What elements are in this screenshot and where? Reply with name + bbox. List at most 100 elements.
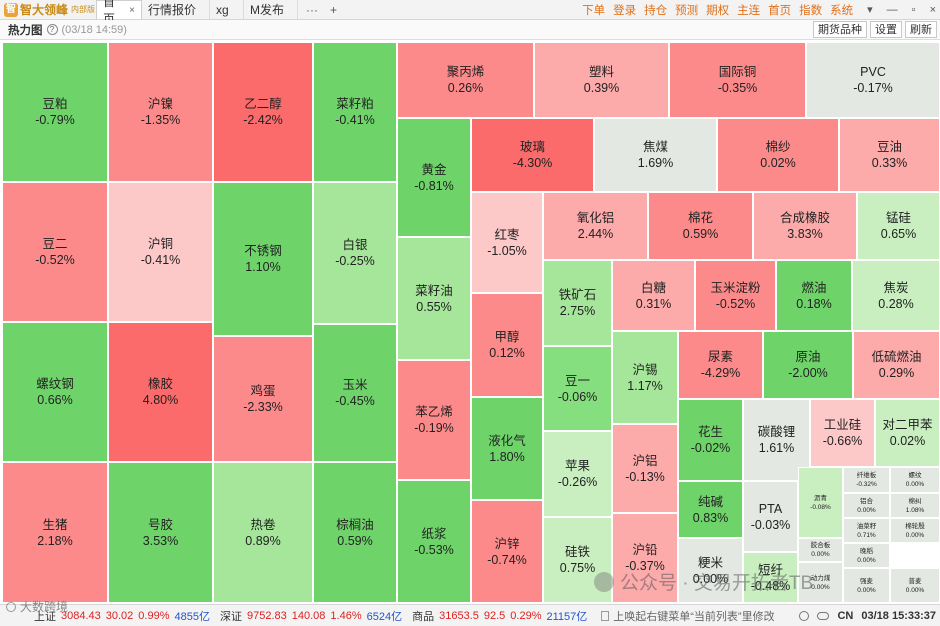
heatmap-cell[interactable]: 棉纠 1.08%: [890, 493, 940, 518]
menu-order[interactable]: 下单: [582, 4, 606, 17]
heatmap-cell[interactable]: 白银 -0.25%: [313, 182, 397, 324]
heatmap-cell[interactable]: 原油 -2.00%: [763, 331, 853, 399]
cloud-icon[interactable]: [817, 611, 830, 620]
heatmap-cell[interactable]: 豆粕 -0.79%: [2, 42, 108, 182]
alarm-icon[interactable]: [799, 610, 810, 621]
heatmap-cell[interactable]: 沪铝 -0.13%: [612, 424, 678, 513]
tab-close-icon[interactable]: ×: [129, 4, 135, 16]
commodity-name: 锰硅: [885, 211, 911, 225]
heatmap-cell[interactable]: PVC -0.17%: [806, 42, 940, 118]
heatmap-cell[interactable]: 焦煤 1.69%: [594, 118, 717, 192]
heatmap-cell[interactable]: 纸浆 -0.53%: [397, 480, 471, 603]
heatmap-cell[interactable]: 花生 -0.02%: [678, 399, 743, 481]
heatmap-cell[interactable]: 玉米淀粉 -0.52%: [695, 260, 776, 331]
heatmap-cell[interactable]: 棉纱 0.02%: [717, 118, 839, 192]
menu-home[interactable]: 首页: [768, 4, 792, 17]
index-shenzhen[interactable]: 深证 9752.83 140.08 1.46% 6524亿: [220, 608, 402, 624]
menu-forecast[interactable]: 预测: [675, 4, 699, 17]
tab-m-publish[interactable]: M发布: [244, 0, 298, 19]
heatmap-cell[interactable]: 工业硅 -0.66%: [810, 399, 875, 467]
heatmap-cell[interactable]: 橡胶 4.80%: [108, 322, 213, 462]
heatmap-cell[interactable]: 热卷 0.89%: [213, 462, 313, 603]
heatmap-cell[interactable]: 沪镍 -1.35%: [108, 42, 213, 182]
index-commodity[interactable]: 商品 31653.5 92.5 0.29% 21157亿: [412, 608, 587, 624]
more-tabs-icon[interactable]: ···: [306, 2, 318, 17]
heatmap-cell[interactable]: 棉花 0.59%: [648, 192, 753, 260]
heatmap-cell[interactable]: 锰硅 0.65%: [857, 192, 940, 260]
heatmap-cell[interactable]: 苹果 -0.26%: [543, 431, 612, 517]
heatmap-cell[interactable]: 沪锌 -0.74%: [471, 500, 543, 603]
heatmap-cell[interactable]: 低硫燃油 0.29%: [853, 331, 940, 399]
menu-login[interactable]: 登录: [613, 4, 637, 17]
heatmap-cell[interactable]: 塑料 0.39%: [534, 42, 669, 118]
heatmap-cell[interactable]: 菜籽粕 -0.41%: [313, 42, 397, 182]
heatmap-cell[interactable]: 硅铁 0.75%: [543, 517, 612, 603]
menu-main-contract[interactable]: 主连: [737, 4, 761, 17]
index-shanghai[interactable]: 上证 3084.43 30.02 0.99% 4855亿: [34, 608, 210, 624]
heatmap-cell[interactable]: 沪铜 -0.41%: [108, 182, 213, 322]
heatmap-cell[interactable]: 豆二 -0.52%: [2, 182, 108, 322]
close-window-icon[interactable]: ×: [929, 3, 936, 16]
heatmap-cell[interactable]: 铝合 0.00%: [843, 493, 890, 518]
dropdown-icon[interactable]: ▾: [867, 4, 873, 16]
heatmap-cell[interactable]: 强麦 0.00%: [843, 568, 890, 603]
heatmap-cell[interactable]: 棉轮殷 0.00%: [890, 518, 940, 543]
heatmap-cell[interactable]: 生猪 2.18%: [2, 462, 108, 603]
heatmap-cell[interactable]: 沥青 -0.08%: [798, 467, 843, 538]
heatmap-cell[interactable]: 胶合板 0.00%: [798, 538, 843, 562]
heatmap-cell[interactable]: 焦炭 0.28%: [852, 260, 940, 331]
add-tab-icon[interactable]: +: [330, 2, 338, 17]
heatmap-cell[interactable]: 乙二醇 -2.42%: [213, 42, 313, 182]
menu-system[interactable]: 系统: [830, 4, 854, 17]
futures-variety-button[interactable]: 期货品种: [813, 21, 867, 38]
heatmap-cell[interactable]: 铁矿石 2.75%: [543, 260, 612, 346]
heatmap-cell[interactable]: 尿素 -4.29%: [678, 331, 763, 399]
heatmap-cell[interactable]: 白糖 0.31%: [612, 260, 695, 331]
heatmap-cell[interactable]: 合成橡胶 3.83%: [753, 192, 857, 260]
heatmap-cell[interactable]: 纯碱 0.83%: [678, 481, 743, 538]
heatmap-cell[interactable]: 红枣 -1.05%: [471, 192, 543, 293]
heatmap-cell[interactable]: 氧化铝 2.44%: [543, 192, 648, 260]
heatmap-cell[interactable]: 黄金 -0.81%: [397, 118, 471, 237]
heatmap-cell[interactable]: 动力煤 0.00%: [798, 562, 843, 603]
heatmap-cell[interactable]: 玉米 -0.45%: [313, 324, 397, 462]
help-icon[interactable]: ?: [46, 24, 58, 35]
minimize-icon[interactable]: —: [886, 3, 898, 16]
heatmap-cell[interactable]: 号胶 3.53%: [108, 462, 213, 603]
heatmap-cell[interactable]: 甲醇 0.12%: [471, 293, 543, 397]
heatmap-cell[interactable]: 豆一 -0.06%: [543, 346, 612, 431]
heatmap-cell[interactable]: 粳米 0.00%: [678, 538, 743, 603]
refresh-button[interactable]: 刷新: [905, 21, 937, 38]
heatmap-cell[interactable]: 燃油 0.18%: [776, 260, 852, 331]
heatmap-cell[interactable]: 螺纹 0.00%: [890, 467, 940, 493]
menu-positions[interactable]: 持仓: [644, 4, 668, 17]
heatmap-cell[interactable]: 不锈钢 1.10%: [213, 182, 313, 336]
heatmap-cell[interactable]: 聚丙烯 0.26%: [397, 42, 534, 118]
heatmap-cell[interactable]: 晚稻 0.00%: [843, 543, 890, 568]
heatmap-cell[interactable]: 液化气 1.80%: [471, 397, 543, 500]
heatmap-cell[interactable]: 豆油 0.33%: [839, 118, 940, 192]
tab-quotes[interactable]: 行情报价: [142, 0, 210, 19]
heatmap-cell[interactable]: 对二甲苯 0.02%: [875, 399, 940, 467]
heatmap-cell[interactable]: 国际铜 -0.35%: [669, 42, 806, 118]
settings-button[interactable]: 设置: [870, 21, 902, 38]
heatmap-cell[interactable]: 普麦 0.00%: [890, 568, 940, 603]
heatmap-cell[interactable]: 苯乙烯 -0.19%: [397, 360, 471, 480]
menu-index[interactable]: 指数: [799, 4, 823, 17]
menu-options[interactable]: 期权: [706, 4, 730, 17]
heatmap-cell[interactable]: 沪铅 -0.37%: [612, 513, 678, 603]
tab-home[interactable]: 首页 ×: [96, 0, 142, 26]
heatmap-cell[interactable]: 油菜籽 0.71%: [843, 518, 890, 543]
heatmap-cell[interactable]: 鸡蛋 -2.33%: [213, 336, 313, 462]
heatmap-cell[interactable]: PTA -0.03%: [743, 481, 798, 552]
heatmap-cell[interactable]: 沪锡 1.17%: [612, 331, 678, 424]
heatmap-cell[interactable]: 纤维板 -0.32%: [843, 467, 890, 493]
heatmap-cell[interactable]: 菜籽油 0.55%: [397, 237, 471, 360]
tab-xg[interactable]: xg: [210, 0, 244, 19]
heatmap-cell[interactable]: 碳酸锂 1.61%: [743, 399, 810, 481]
heatmap-cell[interactable]: 棕榈油 0.59%: [313, 462, 397, 603]
heatmap-cell[interactable]: 玻璃 -4.30%: [471, 118, 594, 192]
heatmap-cell[interactable]: 短纤 -0.48%: [743, 552, 798, 603]
maximize-icon[interactable]: ▫: [911, 3, 916, 16]
heatmap-cell[interactable]: 螺纹钢 0.66%: [2, 322, 108, 462]
